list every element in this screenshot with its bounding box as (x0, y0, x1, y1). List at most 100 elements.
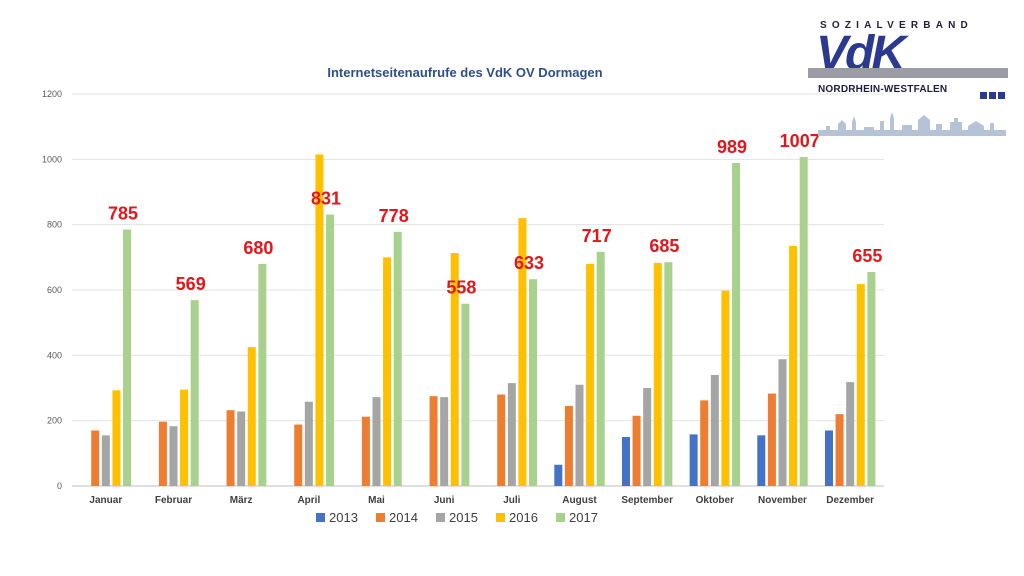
data-label: 717 (582, 226, 612, 246)
bar-2015-april (304, 401, 313, 486)
bars (91, 154, 876, 487)
data-label: 680 (243, 238, 273, 258)
legend-label: 2017 (569, 510, 598, 525)
bar-2015-februar (169, 426, 178, 486)
bar-2013-dezember (824, 430, 833, 486)
gridlines (72, 93, 884, 487)
bar-2013-oktober (689, 434, 698, 486)
data-label: 569 (176, 274, 206, 294)
bar-2014-januar (91, 430, 100, 486)
data-label: 633 (514, 253, 544, 273)
bar-2016-januar (112, 390, 121, 486)
bar-2013-november (757, 435, 766, 486)
data-labels: 785 569 680 831 778 558 633 717 685 989 1007 655 (108, 131, 882, 298)
legend-swatch-2016 (496, 513, 505, 522)
bar-2015-märz (237, 411, 246, 486)
x-tick-label: Februar (155, 495, 192, 506)
bar-2014-november (767, 393, 776, 486)
bar-2017-august (596, 251, 605, 486)
bar-2014-oktober (700, 400, 709, 486)
legend-label: 2013 (329, 510, 358, 525)
y-axis-tick-labels: 0 200 400 600 800 1000 1200 (42, 89, 62, 491)
y-tick-label: 600 (47, 285, 62, 295)
data-label: 778 (379, 206, 409, 226)
bar-2016-mai (383, 257, 392, 486)
bar-2013-august (554, 464, 563, 486)
y-tick-label: 1000 (42, 154, 62, 164)
x-tick-label: April (297, 495, 320, 506)
legend-label: 2016 (509, 510, 538, 525)
bar-2016-september (653, 262, 662, 486)
bar-2015-oktober (710, 374, 719, 486)
bar-2017-märz (258, 263, 267, 486)
bar-2016-november (789, 245, 798, 486)
bar-2014-juni (429, 396, 438, 486)
x-tick-label: Oktober (696, 495, 734, 506)
bar-2013-september (621, 437, 630, 486)
bar-2016-august (586, 263, 595, 486)
bar-2015-mai (372, 397, 381, 486)
bar-2016-oktober (721, 290, 730, 486)
data-label: 685 (649, 236, 679, 256)
bar-2017-september (664, 262, 673, 486)
bar-2015-juli (507, 383, 516, 486)
city-skyline-icon (818, 112, 1006, 136)
y-tick-label: 200 (47, 416, 62, 426)
bar-2017-april (326, 214, 335, 487)
bar-2015-september (643, 388, 652, 486)
legend-label: 2014 (389, 510, 418, 525)
bar-2017-januar (123, 229, 132, 487)
x-tick-label: November (758, 495, 807, 506)
y-tick-label: 800 (47, 220, 62, 230)
legend-swatch-2014 (376, 513, 385, 522)
bar-2017-oktober (732, 162, 741, 486)
bar-2014-dezember (835, 414, 844, 486)
bar-2017-mai (393, 231, 402, 486)
data-label: 989 (717, 137, 747, 157)
bar-2015-august (575, 384, 584, 486)
legend-label: 2015 (449, 510, 478, 525)
bar-2014-februar (158, 421, 167, 486)
data-label: 558 (446, 278, 476, 298)
bar-2014-september (632, 415, 641, 486)
logo-squares-icon (980, 86, 1007, 104)
bar-2017-juli (529, 279, 538, 486)
y-tick-label: 1200 (42, 89, 62, 99)
bar-2014-april (294, 424, 303, 486)
y-tick-label: 400 (47, 350, 62, 360)
bar-2015-november (778, 359, 787, 486)
data-label: 785 (108, 204, 138, 224)
bar-2016-dezember (856, 284, 865, 486)
bar-2015-dezember (846, 382, 855, 486)
x-tick-label: August (562, 495, 597, 506)
chart-title: Internetseitenaufrufe des VdK OV Dormage… (327, 65, 602, 80)
legend-swatch-2017 (556, 513, 565, 522)
logo-top-text: SOZIALVERBAND (820, 20, 973, 31)
vdk-logo: SOZIALVERBAND VdK NORDRHEIN-WESTFALEN (808, 18, 1012, 140)
data-label: 655 (852, 246, 882, 266)
bar-2014-august (564, 405, 573, 486)
data-label: 831 (311, 189, 341, 209)
x-tick-label: Juli (503, 495, 520, 506)
bar-2016-juni (450, 253, 459, 486)
bar-2015-juni (440, 397, 449, 486)
x-tick-label: Mai (368, 495, 385, 506)
bar-2014-juli (497, 394, 506, 486)
bar-2016-april (315, 154, 324, 486)
x-tick-label: März (230, 495, 253, 506)
bar-2015-januar (101, 435, 110, 486)
y-tick-label: 0 (57, 481, 62, 491)
bar-2014-mai (361, 416, 370, 486)
bar-2017-juni (461, 303, 470, 486)
logo-bar (808, 68, 1008, 78)
x-axis-tick-labels: Januar Februar März April Mai Juni Juli August S… (89, 495, 874, 506)
legend-swatch-2013 (316, 513, 325, 522)
bar-2017-dezember (867, 272, 876, 486)
bar-2016-juli (518, 218, 527, 486)
x-tick-label: Januar (89, 495, 122, 506)
legend-swatch-2015 (436, 513, 445, 522)
legend: 2013 2014 2015 2016 2017 (316, 510, 598, 525)
logo-sub-text: NORDRHEIN-WESTFALEN (818, 84, 948, 95)
x-tick-label: Dezember (826, 495, 874, 506)
